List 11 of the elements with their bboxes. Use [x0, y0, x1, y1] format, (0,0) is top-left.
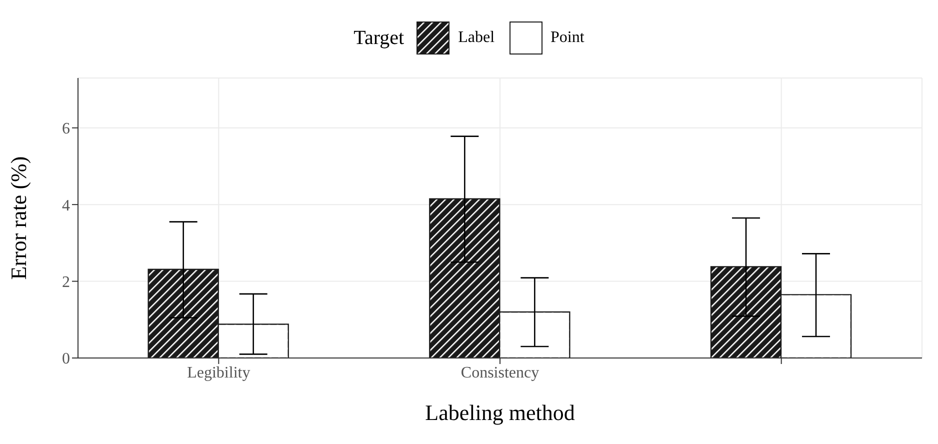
legend-label: Label [458, 29, 495, 47]
y-axis-title: Error rate (%) [6, 156, 31, 280]
y-tick-label: 6 [62, 120, 70, 138]
y-tick-label: 0 [62, 350, 70, 368]
x-tick-label: Consistency [460, 364, 540, 382]
x-tick-label: Legibility [187, 364, 250, 382]
y-tick-label: 2 [62, 274, 70, 291]
legend-title: Target [354, 26, 404, 50]
legend-label: Point [550, 29, 584, 47]
y-tick-label: 4 [62, 197, 70, 214]
x-axis-title: Labeling method [425, 400, 575, 425]
